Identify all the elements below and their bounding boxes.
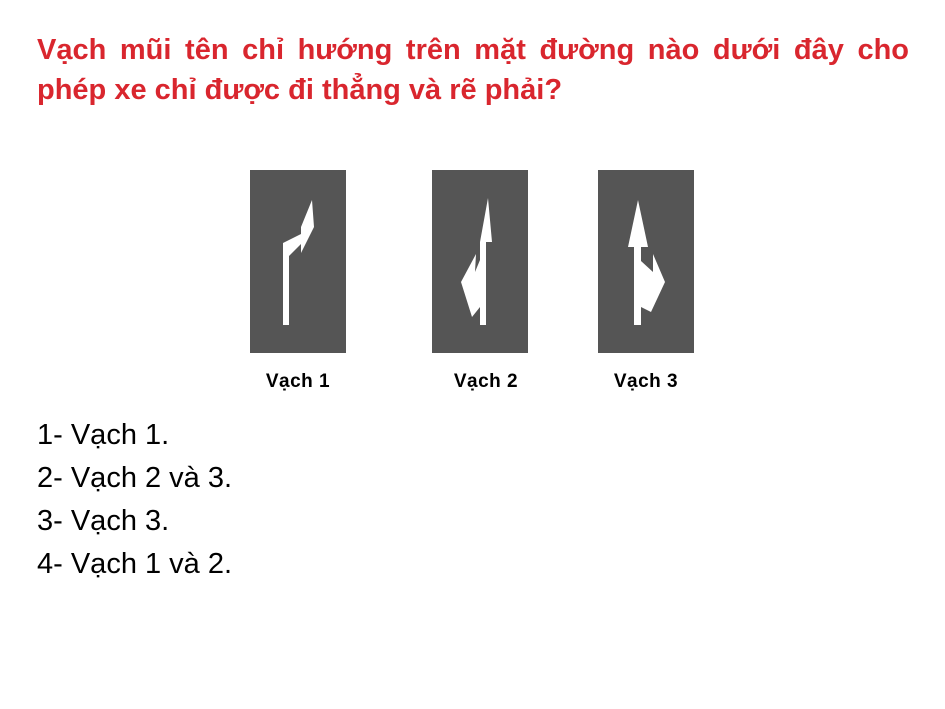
answer-option-3[interactable]: 3- Vạch 3. [37,505,170,537]
sign-1-panel [250,170,346,353]
answer-option-2[interactable]: 2- Vạch 2 và 3. [37,462,233,494]
sign-3-panel [598,170,694,353]
sign-2-label: Vạch 2 [453,371,519,392]
sign-3-label: Vạch 3 [613,371,679,392]
answer-option-4[interactable]: 4- Vạch 1 và 2. [37,548,233,580]
sign-2-panel [432,170,528,353]
straight-and-left-arrow-icon [461,198,492,325]
question-text: Vạch mũi tên chỉ hướng trên mặt đường nà… [37,34,909,106]
right-turn-arrow-icon [283,200,314,325]
answer-option-1[interactable]: 1- Vạch 1. [37,419,170,451]
sign-1-label: Vạch 1 [265,371,331,392]
answer-list: 1- Vạch 1. 2- Vạch 2 và 3. 3- Vạch 3. 4-… [37,414,232,586]
straight-and-right-arrow-icon [628,200,665,325]
